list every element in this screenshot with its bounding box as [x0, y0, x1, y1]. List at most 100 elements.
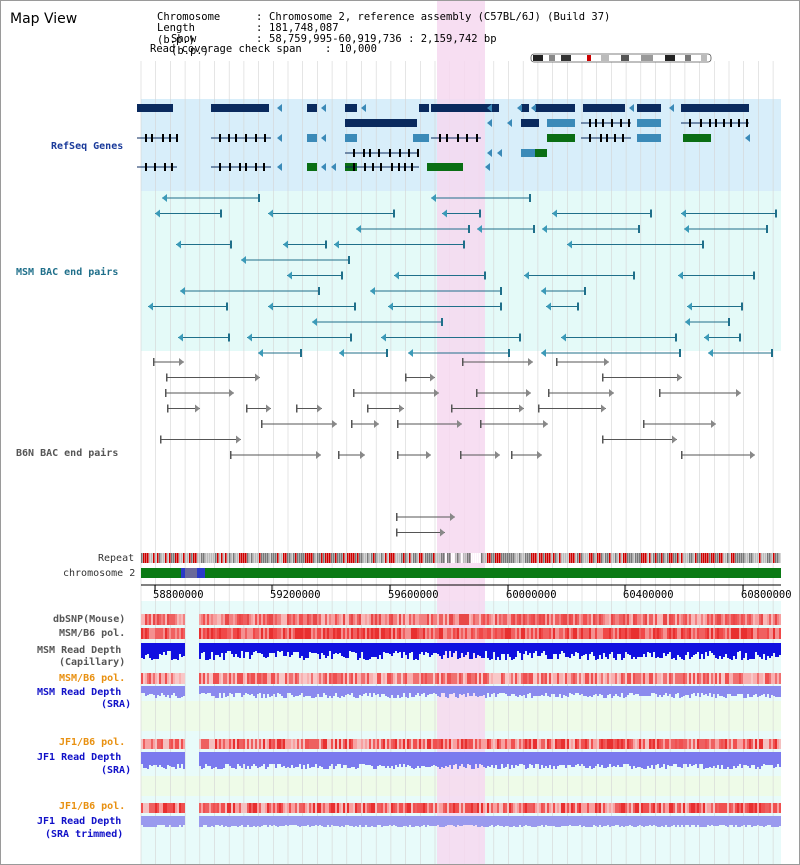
- depth-bar: [351, 752, 353, 767]
- repeat-feature: [715, 553, 717, 563]
- repeat-feature: [741, 553, 743, 563]
- depth-bar: [163, 752, 165, 768]
- repeat-feature: [397, 553, 399, 563]
- depth-bar: [495, 686, 497, 697]
- depth-bar: [475, 643, 477, 658]
- depth-bar: [225, 752, 227, 764]
- depth-bar: [735, 816, 737, 825]
- heat-cell: [759, 739, 761, 749]
- heat-cell: [361, 673, 363, 684]
- repeat-feature: [697, 553, 699, 563]
- depth-bar: [729, 686, 731, 694]
- heat-cell: [717, 628, 719, 639]
- depth-bar: [155, 643, 157, 659]
- gene-exon: [255, 134, 257, 142]
- repeat-feature: [261, 553, 263, 563]
- heat-cell: [141, 614, 143, 625]
- b6n-bac-end: [317, 404, 322, 413]
- depth-bar: [231, 752, 233, 768]
- heat-cell: [145, 673, 147, 684]
- heat-cell: [223, 739, 225, 749]
- heat-cell: [513, 614, 515, 625]
- heat-cell: [339, 739, 341, 749]
- heat-cell: [203, 628, 205, 639]
- heat-cell: [361, 803, 363, 813]
- heat-cell: [281, 739, 283, 749]
- depth-bar: [377, 686, 379, 694]
- heat-cell: [323, 739, 325, 749]
- depth-bar: [721, 752, 723, 765]
- depth-bar: [381, 816, 383, 827]
- depth-bar: [733, 816, 735, 827]
- gene-exon: [600, 134, 602, 142]
- gene-exon: [154, 163, 156, 171]
- depth-bar: [203, 752, 205, 768]
- depth-bar: [275, 816, 277, 826]
- heat-cell: [749, 673, 751, 684]
- heat-cell: [259, 614, 261, 625]
- heat-cell: [741, 628, 743, 639]
- depth-bar: [433, 643, 435, 653]
- repeat-feature: [565, 553, 567, 563]
- b6n-bac-end: [255, 373, 260, 382]
- depth-bar: [649, 816, 651, 825]
- depth-bar: [695, 816, 697, 827]
- repeat-feature: [317, 553, 319, 563]
- heat-cell: [681, 628, 683, 639]
- depth-bar: [675, 816, 677, 827]
- depth-bar: [259, 643, 261, 653]
- depth-bar: [591, 752, 593, 769]
- depth-bar: [233, 686, 235, 697]
- heat-cell: [145, 628, 147, 639]
- depth-bar: [615, 643, 617, 660]
- heat-cell: [455, 803, 457, 813]
- heat-cell: [619, 673, 621, 684]
- depth-bar: [337, 816, 339, 826]
- depth-bar: [309, 686, 311, 696]
- depth-bar: [463, 752, 465, 767]
- heat-cell: [601, 614, 603, 625]
- depth-bar: [315, 686, 317, 697]
- gene-exon: [622, 134, 624, 142]
- heat-cell: [287, 628, 289, 639]
- msm-bac-end: [325, 240, 327, 249]
- heat-cell: [181, 803, 183, 813]
- heat-cell: [305, 803, 307, 813]
- depth-bar: [659, 686, 661, 695]
- depth-bar: [241, 752, 243, 768]
- heat-cell: [581, 614, 583, 625]
- repeat-feature: [161, 553, 163, 563]
- msm-bac-end: [226, 302, 228, 311]
- depth-bar: [143, 816, 145, 827]
- depth-bar: [521, 643, 523, 660]
- depth-bar: [285, 816, 287, 825]
- repeat-feature: [551, 553, 553, 563]
- heat-cell: [609, 628, 611, 639]
- depth-bar: [331, 686, 333, 698]
- depth-bar: [539, 643, 541, 656]
- depth-bar: [399, 686, 401, 698]
- depth-bar: [649, 752, 651, 768]
- gene-exon: [378, 149, 380, 157]
- heat-cell: [473, 739, 475, 749]
- heat-cell: [605, 673, 607, 684]
- heat-cell: [767, 628, 769, 639]
- depth-bar: [235, 816, 237, 826]
- heat-cell: [327, 803, 329, 813]
- repeat-feature: [153, 553, 155, 563]
- depth-bar: [661, 816, 663, 826]
- heat-cell: [513, 739, 515, 749]
- depth-bar: [625, 752, 627, 764]
- chromosome-bar: [141, 568, 781, 578]
- repeat-feature: [271, 553, 273, 563]
- msm-bac-end: [283, 240, 288, 249]
- depth-bar: [341, 643, 343, 656]
- heat-cell: [307, 673, 309, 684]
- depth-bar: [437, 816, 439, 825]
- heat-cell: [537, 803, 539, 813]
- depth-bar: [275, 686, 277, 697]
- depth-bar: [763, 816, 765, 827]
- depth-bar: [445, 643, 447, 651]
- strand-arrow: [277, 134, 282, 142]
